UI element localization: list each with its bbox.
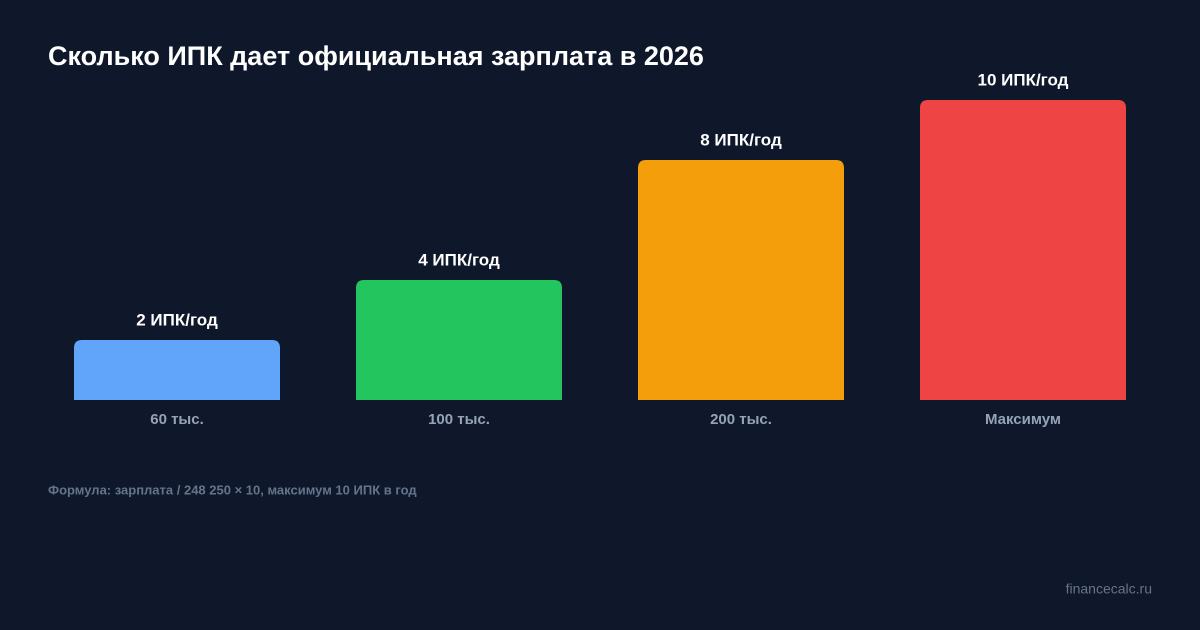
bar bbox=[356, 280, 562, 400]
bar bbox=[74, 340, 280, 400]
x-tick-label: 100 тыс. bbox=[428, 411, 490, 428]
source: financecalc.ru bbox=[1066, 581, 1152, 597]
bar bbox=[638, 160, 844, 400]
x-tick-label: 60 тыс. bbox=[150, 411, 204, 428]
x-tick-label: 200 тыс. bbox=[710, 411, 772, 428]
bar bbox=[920, 100, 1126, 400]
value-label: 8 ИПК/год bbox=[700, 130, 782, 149]
x-tick-label: Максимум bbox=[985, 411, 1061, 428]
footnote: Формула: зарплата / 248 250 × 10, максим… bbox=[48, 482, 417, 497]
value-label: 10 ИПК/год bbox=[978, 70, 1069, 89]
value-label: 2 ИПК/год bbox=[136, 310, 218, 329]
value-label: 4 ИПК/год bbox=[418, 250, 500, 269]
chart-title: Сколько ИПК дает официальная зарплата в … bbox=[48, 41, 704, 71]
